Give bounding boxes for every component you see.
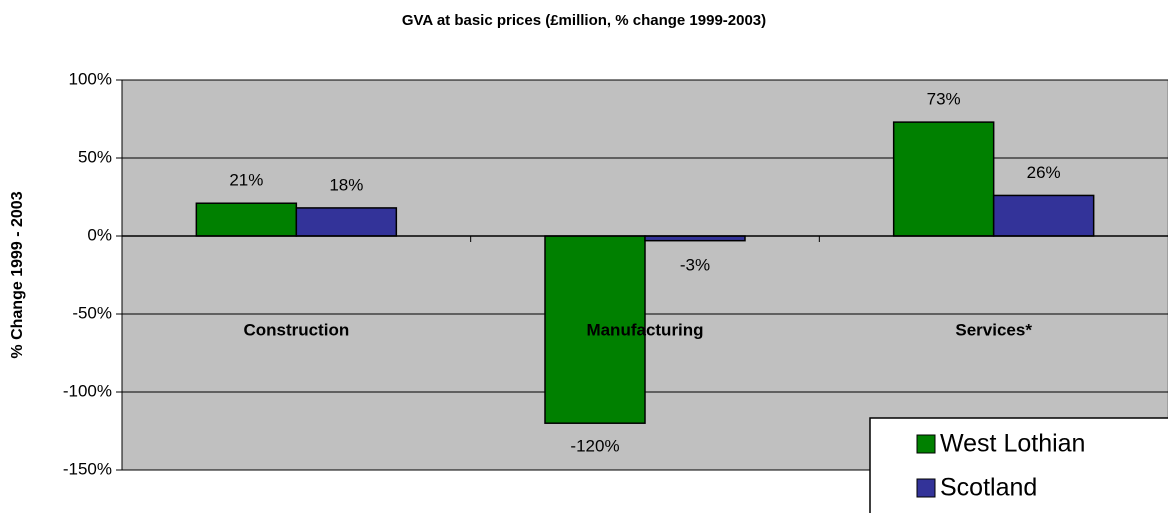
data-label: 18% — [329, 175, 363, 194]
legend-label: West Lothian — [940, 430, 1085, 458]
data-label: -3% — [680, 255, 710, 274]
data-label: 73% — [927, 90, 961, 109]
x-tick-label: Manufacturing — [586, 320, 703, 339]
legend-swatch — [916, 478, 936, 498]
y-tick-label: 100% — [69, 69, 112, 88]
y-tick-label: -150% — [63, 459, 112, 478]
y-tick-label: 0% — [87, 225, 112, 244]
bar — [992, 194, 1095, 237]
y-tick-label: -100% — [63, 381, 112, 400]
data-label: 21% — [229, 171, 263, 190]
x-tick-label: Services* — [955, 320, 1032, 339]
y-tick-label: -50% — [72, 303, 112, 322]
legend: West Lothian Scotland — [869, 417, 1168, 513]
bar — [892, 121, 995, 237]
legend-swatch — [916, 434, 936, 454]
bar — [295, 207, 398, 237]
chart-title: GVA at basic prices (£million, % change … — [402, 12, 766, 29]
bar — [195, 202, 298, 237]
data-label: -120% — [570, 437, 619, 456]
y-tick-label: 50% — [78, 147, 112, 166]
x-tick-label: Construction — [243, 320, 349, 339]
y-axis-label: % Change 1999 - 2003 — [9, 191, 26, 358]
data-label: 26% — [1027, 163, 1061, 182]
legend-label: Scotland — [940, 474, 1037, 502]
